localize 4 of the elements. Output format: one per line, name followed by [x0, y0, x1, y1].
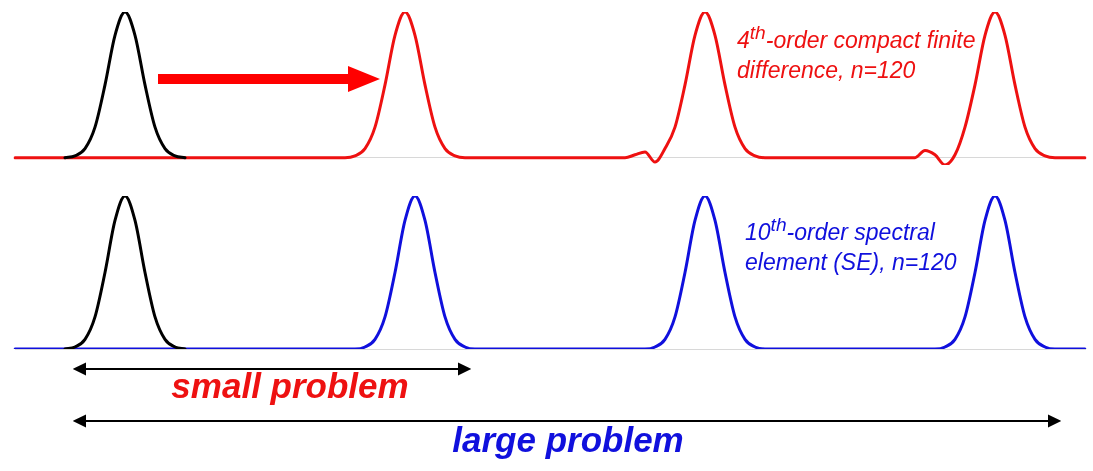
text: small problem — [171, 366, 409, 406]
annotation: 10$^{th}$-order spectral element (SE), n=120 — [745, 213, 958, 278]
text: large problem — [452, 420, 684, 460]
annotation: 4$^{th}$-order compact finite difference, n=120 — [737, 21, 977, 86]
